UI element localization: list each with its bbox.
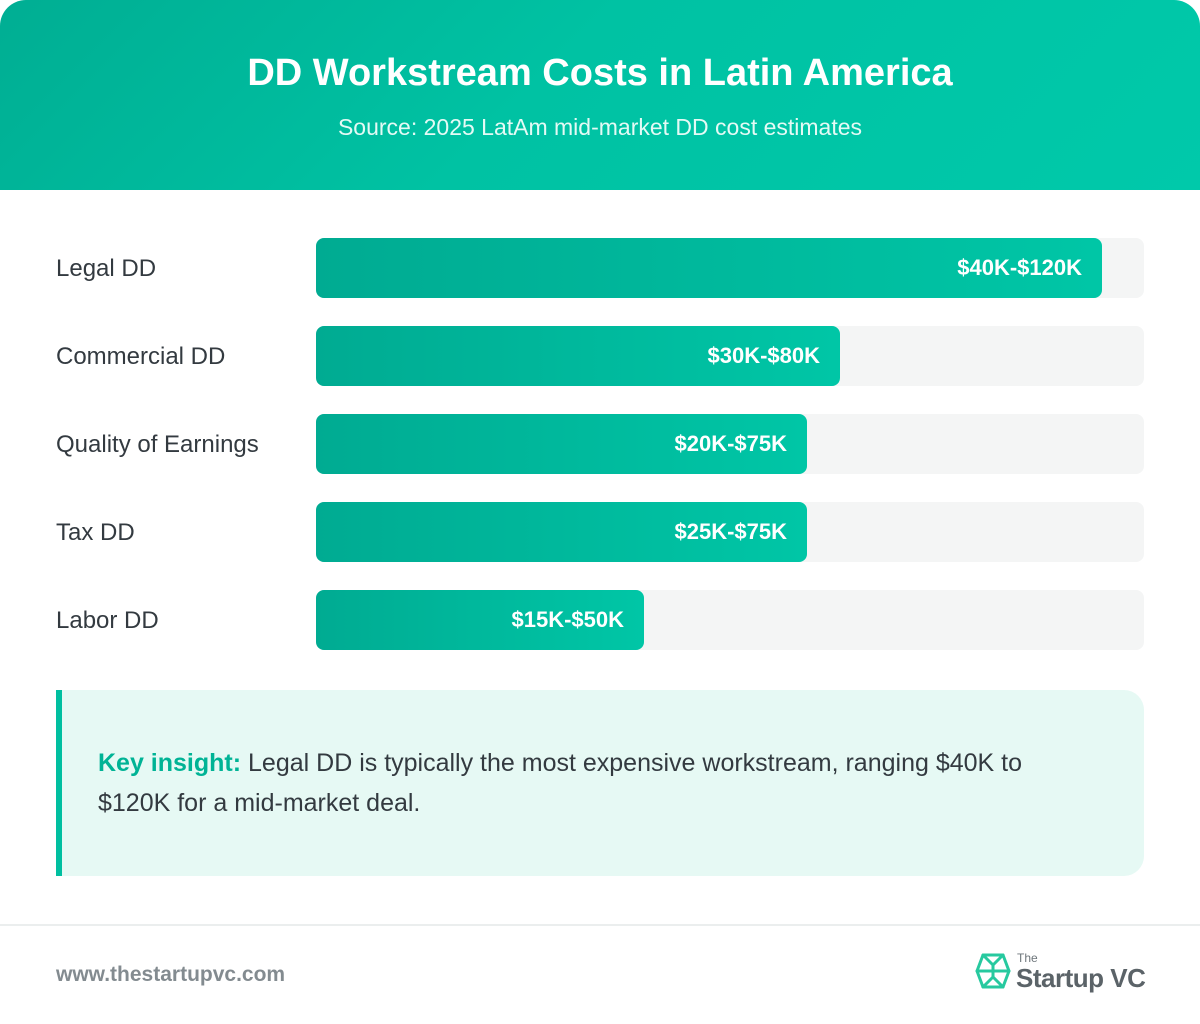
website-link[interactable]: www.thestartupvc.com bbox=[56, 963, 286, 986]
chart-title: DD Workstream Costs in Latin America bbox=[247, 52, 953, 94]
bar-track: $40K-$120K bbox=[316, 238, 1144, 298]
key-insight-box: Key insight: Legal DD is typically the m… bbox=[56, 690, 1144, 876]
bar-row: Quality of Earnings $20K-$75K bbox=[56, 414, 1144, 474]
startupvc-logo-icon bbox=[975, 953, 1011, 989]
bar-value-label: $15K-$50K bbox=[511, 607, 624, 632]
bar: $25K-$75K bbox=[316, 502, 807, 562]
bar-track: $30K-$80K bbox=[316, 326, 1144, 386]
footer-divider bbox=[0, 924, 1200, 926]
chart-subtitle: Source: 2025 LatAm mid-market DD cost es… bbox=[337, 114, 863, 140]
bar-row: Tax DD $25K-$75K bbox=[56, 502, 1144, 562]
bar-value-label: $25K-$75K bbox=[674, 519, 787, 544]
bar-chart: Legal DD $40K-$120K Commercial DD $30K-$80K… bbox=[56, 238, 1144, 650]
bar-row: Legal DD $40K-$120K bbox=[56, 238, 1144, 298]
bar-value-label: $20K-$75K bbox=[674, 431, 787, 456]
bar: $30K-$80K bbox=[316, 326, 840, 386]
bar-track: $15K-$50K bbox=[316, 590, 1144, 650]
logo-wordmark: Startup VC bbox=[1016, 963, 1146, 993]
key-insight-label: Key insight: bbox=[98, 749, 242, 777]
key-insight-body: Legal DD is typically the most expensive… bbox=[98, 749, 1022, 817]
header-banner: DD Workstream Costs in Latin America Sou… bbox=[0, 0, 1200, 190]
category-label: Legal DD bbox=[56, 255, 157, 282]
category-label: Quality of Earnings bbox=[56, 431, 259, 458]
bar-track: $25K-$75K bbox=[316, 502, 1144, 562]
bar: $40K-$120K bbox=[316, 238, 1102, 298]
bar-value-label: $30K-$80K bbox=[707, 343, 820, 368]
bar-track: $20K-$75K bbox=[316, 414, 1144, 474]
bar-value-label: $40K-$120K bbox=[957, 255, 1082, 280]
category-label: Tax DD bbox=[56, 519, 135, 546]
bar-row: Labor DD $15K-$50K bbox=[56, 590, 1144, 650]
bar-row: Commercial DD $30K-$80K bbox=[56, 326, 1144, 386]
key-insight-text: Key insight: Legal DD is typically the m… bbox=[98, 743, 1098, 823]
category-label: Labor DD bbox=[56, 607, 159, 634]
startup-vc-logo: The Startup VC bbox=[975, 950, 1146, 994]
bar: $15K-$50K bbox=[316, 590, 644, 650]
category-label: Commercial DD bbox=[56, 343, 226, 370]
bar: $20K-$75K bbox=[316, 414, 807, 474]
logo-prefix: The bbox=[1017, 951, 1038, 965]
